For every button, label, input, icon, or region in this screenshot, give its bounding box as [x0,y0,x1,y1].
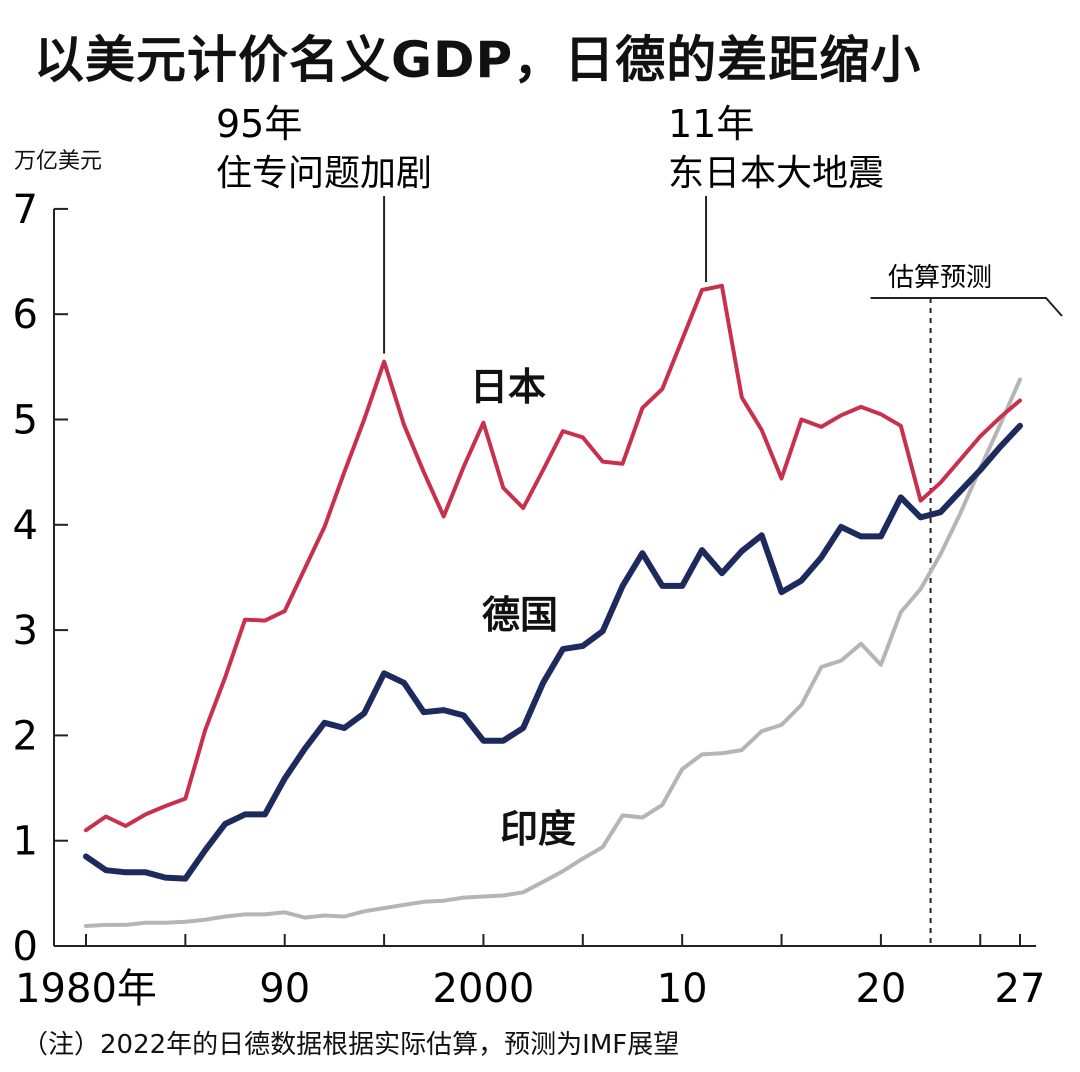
x-tick-label: 27 [995,966,1046,1012]
forecast-bracket [870,297,1063,317]
series-line [83,422,1023,882]
y-tick-label: 1 [13,819,38,865]
y-tick-label: 4 [13,503,38,549]
x-tick-label: 20 [855,966,906,1012]
y-tick-label: 2 [13,713,38,759]
annotation-year: 95年 [216,102,302,146]
series-label: 德国 [482,593,558,637]
y-tick-label: 6 [13,292,38,338]
x-tick-label: 2000 [433,966,535,1012]
y-tick-label: 5 [13,398,38,444]
annotation-text: 东日本大地震 [668,153,884,194]
x-tick-label: 1980年 [15,966,157,1012]
y-tick-label: 0 [13,924,38,970]
y-axis-unit-label: 万亿美元 [14,149,103,174]
series-line [84,377,1022,928]
annotation-year: 11年 [668,102,754,146]
series-label: 日本 [470,365,546,409]
y-tick-label: 7 [13,187,38,233]
x-tick-label: 90 [259,966,310,1012]
x-tick-label: 10 [657,966,708,1012]
footnote: （注）2022年的日德数据根据实际估算，预测为IMF展望 [22,1030,680,1060]
chart-title: 以美元计价名义GDP，日德的差距缩小 [34,31,922,89]
forecast-label: 估算预测 [888,263,992,293]
series-label: 印度 [500,807,576,851]
annotation-text: 住专问题加剧 [216,153,432,194]
series-line [84,283,1022,833]
y-tick-label: 3 [13,608,38,654]
